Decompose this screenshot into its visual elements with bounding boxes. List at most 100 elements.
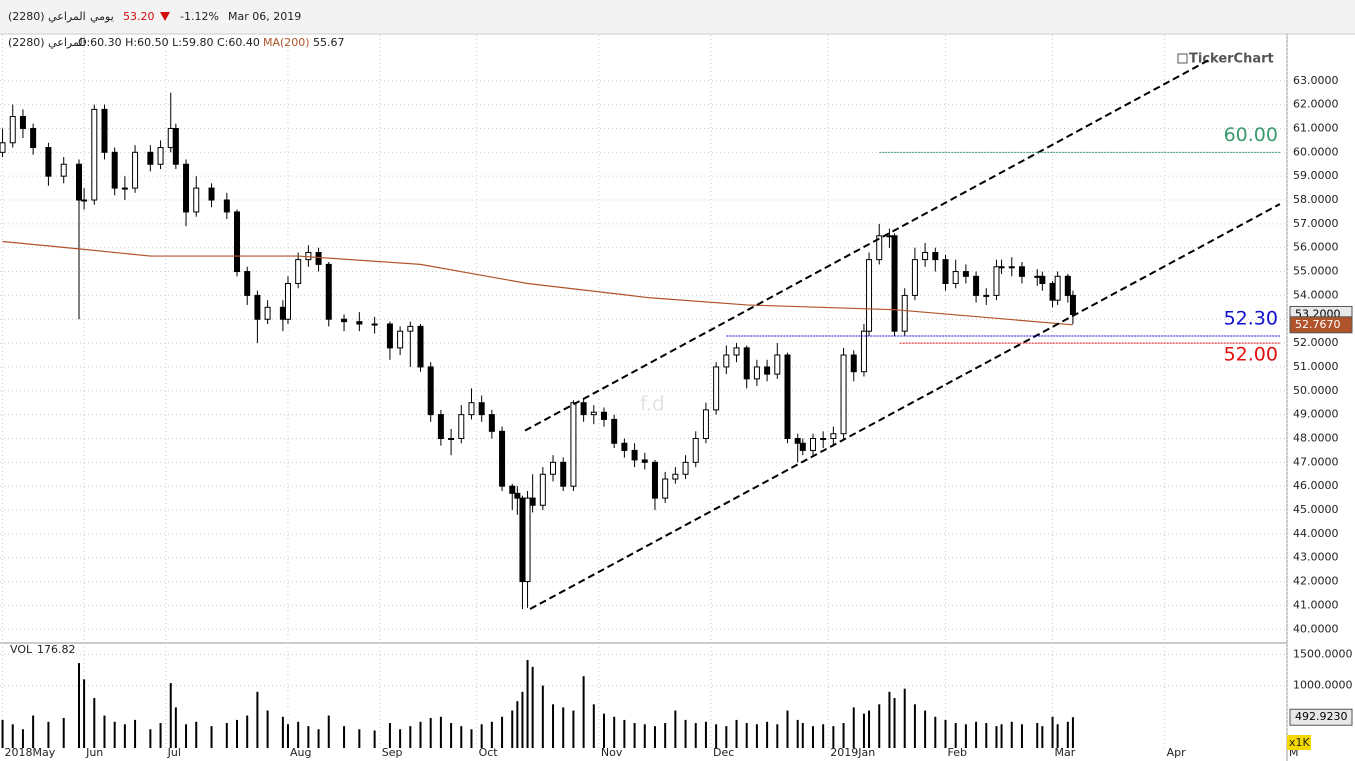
volume-bar [327, 715, 330, 748]
y-tick-label: 63.0000 [1293, 74, 1339, 87]
volume-bar [735, 719, 738, 748]
logo-icon [1177, 53, 1188, 64]
candle-body [9, 116, 16, 144]
x-tick-label: Mar [1055, 746, 1076, 759]
candle-body [315, 251, 322, 265]
x-tick-label: Jul [167, 746, 181, 759]
candle-body [356, 321, 363, 325]
volume-bar [103, 715, 106, 748]
date: Mar 06, 2019 [228, 10, 301, 23]
volume-bar [975, 721, 978, 748]
candle-body [488, 414, 495, 432]
volume-bar [373, 730, 376, 748]
x-tick-label: 2019Jan [830, 746, 875, 759]
volume-bar [684, 719, 687, 748]
y-tick-label: 52.0000 [1293, 336, 1339, 349]
volume-bar [745, 723, 748, 748]
x-tick-label: Feb [947, 746, 966, 759]
y-tick-label: 41.0000 [1293, 598, 1339, 611]
volume-bar [903, 688, 906, 748]
volume-bar [1051, 716, 1054, 748]
candle-body [830, 433, 837, 439]
y-tick-label: 54.0000 [1293, 288, 1339, 301]
change: -1.12% [180, 10, 219, 23]
x-tick-label: Dec [713, 746, 734, 759]
y-tick-label: 51.0000 [1293, 360, 1339, 373]
volume-bar [541, 685, 544, 748]
volume-bar [236, 719, 239, 748]
candle-body [962, 271, 969, 277]
volume-bar [501, 716, 504, 748]
volume-bar [674, 710, 677, 748]
volume-bar [429, 718, 432, 748]
volume-bar [1020, 724, 1023, 748]
volume-bar [480, 724, 483, 748]
candle-body [386, 323, 393, 349]
candle-body [611, 418, 618, 444]
y-tick-label: 44.0000 [1293, 527, 1339, 540]
volume-bar [307, 726, 310, 748]
candle-body [590, 411, 597, 416]
y-tick-label: 48.0000 [1293, 431, 1339, 444]
volume-bar [1010, 721, 1013, 748]
trendline [524, 58, 1212, 432]
volume-bar [185, 724, 188, 748]
candle-body [172, 127, 179, 165]
ma-last: 52.7670 [1295, 318, 1341, 331]
candle-body [723, 354, 730, 368]
candle-body [417, 325, 424, 368]
level-label: 52.00 [1224, 344, 1278, 366]
level-label: 60.00 [1224, 124, 1278, 146]
volume-bar [409, 726, 412, 748]
candle-body [234, 211, 241, 273]
candle-body [539, 473, 546, 506]
trendline [529, 203, 1281, 610]
candle-body [641, 459, 648, 463]
volume-bar [1041, 726, 1044, 748]
candle-body [850, 354, 857, 373]
candle-body [901, 294, 908, 332]
candle-body [993, 266, 1000, 296]
candle-body [794, 437, 801, 444]
volume-bar [32, 715, 35, 748]
candle-body [458, 414, 465, 439]
x-tick-label: M [1289, 746, 1299, 759]
volume-bar [246, 715, 249, 748]
candle-body [983, 294, 990, 297]
volume-bar [592, 704, 595, 748]
candle-body [1069, 294, 1076, 315]
candle-body [886, 235, 893, 238]
volume-bar [725, 726, 728, 748]
volume-bar [526, 659, 529, 748]
legend-symbol: المراعي (2280) [8, 36, 86, 49]
volume-bar [169, 683, 172, 748]
y-tick-label: 45.0000 [1293, 503, 1339, 516]
y-tick-label: 40.0000 [1293, 622, 1339, 635]
watermark-note: f.d [640, 392, 665, 416]
candle-body [651, 461, 658, 499]
x-tick-label: Aug [290, 746, 311, 759]
volume-bar [862, 713, 865, 748]
candle-body [397, 330, 404, 349]
candle-body [208, 187, 215, 201]
candle-body [437, 414, 444, 439]
candle-body [514, 492, 521, 499]
x-tick-label: Jun [85, 746, 103, 759]
volume-bar [766, 721, 769, 748]
candle-body [764, 366, 771, 375]
y-tick-label: 46.0000 [1293, 479, 1339, 492]
volume-bar [613, 716, 616, 748]
volume-bar [286, 724, 289, 748]
volume-bar [832, 726, 835, 748]
candle-body [713, 366, 720, 411]
candle-body [952, 271, 959, 284]
volume-bar [786, 710, 789, 748]
volume-value: 176.82 [37, 643, 76, 656]
volume-bar [93, 698, 96, 748]
candle-body [183, 163, 190, 213]
volume-tick-label: 1000.0000 [1293, 679, 1353, 692]
x-tick-label: 2018May [5, 746, 56, 759]
volume-bar [78, 663, 81, 748]
volume-bar [460, 726, 463, 748]
volume-bar [842, 723, 845, 748]
